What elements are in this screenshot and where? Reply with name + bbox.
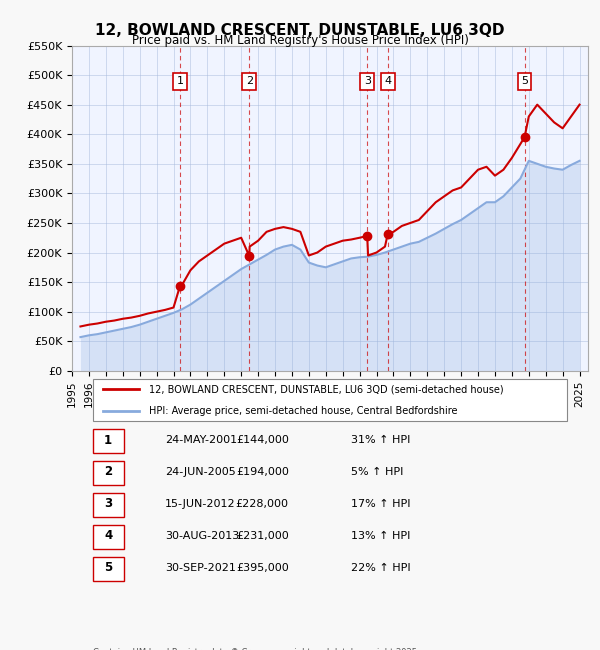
Text: £228,000: £228,000 — [236, 499, 289, 509]
Text: 1: 1 — [104, 434, 112, 447]
FancyBboxPatch shape — [92, 557, 124, 581]
Text: 22% ↑ HPI: 22% ↑ HPI — [350, 563, 410, 573]
Text: 24-JUN-2005: 24-JUN-2005 — [165, 467, 236, 477]
Text: 31% ↑ HPI: 31% ↑ HPI — [350, 435, 410, 445]
Text: £144,000: £144,000 — [236, 435, 289, 445]
Text: Price paid vs. HM Land Registry's House Price Index (HPI): Price paid vs. HM Land Registry's House … — [131, 34, 469, 47]
Text: 2: 2 — [104, 465, 112, 478]
Text: HPI: Average price, semi-detached house, Central Bedfordshire: HPI: Average price, semi-detached house,… — [149, 406, 458, 416]
Text: 4: 4 — [104, 529, 112, 542]
Text: 12, BOWLAND CRESCENT, DUNSTABLE, LU6 3QD (semi-detached house): 12, BOWLAND CRESCENT, DUNSTABLE, LU6 3QD… — [149, 384, 504, 395]
Text: Contains HM Land Registry data © Crown copyright and database right 2025.: Contains HM Land Registry data © Crown c… — [92, 647, 419, 650]
Text: 4: 4 — [384, 76, 391, 86]
Text: 1: 1 — [176, 76, 184, 86]
Text: 24-MAY-2001: 24-MAY-2001 — [165, 435, 237, 445]
Text: 12, BOWLAND CRESCENT, DUNSTABLE, LU6 3QD: 12, BOWLAND CRESCENT, DUNSTABLE, LU6 3QD — [95, 23, 505, 38]
Text: 5% ↑ HPI: 5% ↑ HPI — [350, 467, 403, 477]
Text: 15-JUN-2012: 15-JUN-2012 — [165, 499, 236, 509]
Text: 30-AUG-2013: 30-AUG-2013 — [165, 531, 239, 541]
FancyBboxPatch shape — [92, 525, 124, 549]
Text: 13% ↑ HPI: 13% ↑ HPI — [350, 531, 410, 541]
Text: 5: 5 — [104, 562, 112, 575]
FancyBboxPatch shape — [92, 379, 568, 421]
FancyBboxPatch shape — [92, 493, 124, 517]
Text: 3: 3 — [104, 497, 112, 510]
Text: £231,000: £231,000 — [236, 531, 289, 541]
Text: 5: 5 — [521, 76, 528, 86]
Text: 3: 3 — [364, 76, 371, 86]
FancyBboxPatch shape — [92, 462, 124, 486]
FancyBboxPatch shape — [92, 430, 124, 453]
Text: 30-SEP-2021: 30-SEP-2021 — [165, 563, 236, 573]
Text: £194,000: £194,000 — [236, 467, 289, 477]
Text: 2: 2 — [246, 76, 253, 86]
Text: 17% ↑ HPI: 17% ↑ HPI — [350, 499, 410, 509]
Text: £395,000: £395,000 — [236, 563, 289, 573]
